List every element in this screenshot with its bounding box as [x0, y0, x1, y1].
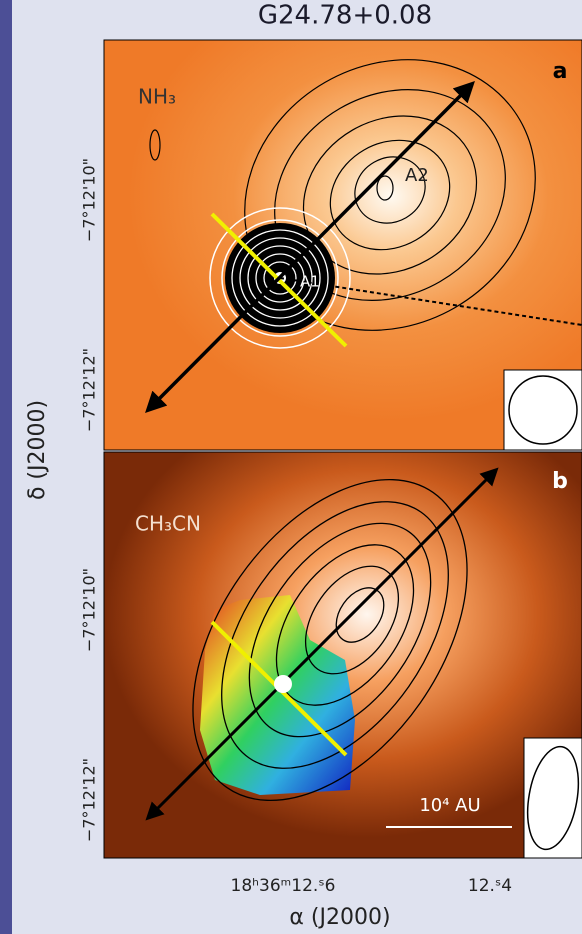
panel-a: [104, 7, 582, 450]
left-strip: [0, 0, 12, 934]
y-tick-label: −7°12'12": [80, 348, 99, 432]
x-axis-label: α (J2000): [289, 905, 390, 930]
panel-b: [104, 429, 582, 858]
y-tick-label: −7°12'12": [80, 758, 99, 842]
molecule-label: NH₃: [138, 85, 176, 109]
panel-letter: b: [552, 469, 568, 494]
source-label: A2: [405, 165, 429, 186]
source-label: A1: [300, 273, 320, 291]
x-tick-label: 18ʰ36ᵐ12.ˢ6: [231, 876, 336, 896]
title: G24.78+0.08: [258, 1, 432, 31]
figure: G24.78+0.08 a NH₃ A1 A2 −7°12'10" −7°12'…: [0, 0, 582, 934]
y-tick-label: −7°12'10": [80, 158, 99, 242]
y-axis-label: δ (J2000): [25, 400, 50, 500]
y-tick-label: −7°12'10": [80, 568, 99, 652]
x-tick-label: 12.ˢ4: [468, 876, 512, 896]
panel-letter: a: [553, 59, 568, 84]
scale-bar-label: 10⁴ AU: [419, 795, 480, 816]
molecule-label: CH₃CN: [135, 512, 201, 536]
page: {"title":"G24.78+0.08", "panels":[ {"let…: [0, 0, 582, 934]
